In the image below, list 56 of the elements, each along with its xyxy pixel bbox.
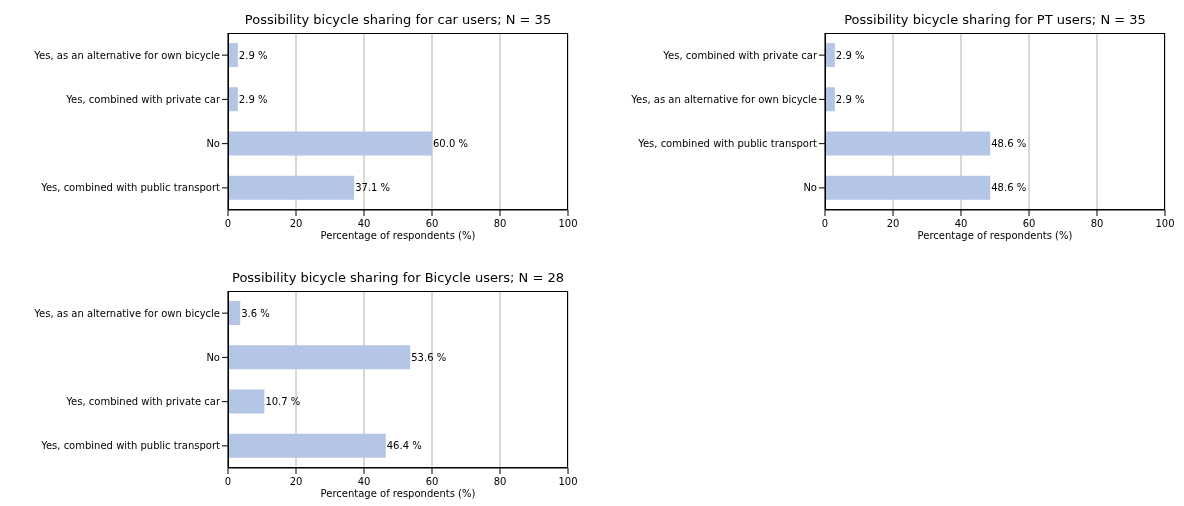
data-label: 53.6 % — [411, 351, 447, 363]
data-label: 2.9 % — [238, 49, 268, 61]
x-tick-label: 0 — [224, 476, 232, 487]
y-tick-label: Yes, combined with private car — [662, 49, 818, 61]
bar — [228, 175, 355, 200]
x-tick-label: 80 — [1090, 218, 1104, 229]
data-label: 46.4 % — [386, 440, 422, 452]
y-tick-label: No — [206, 351, 220, 363]
x-axis-title: Percentage of respondents (%) — [916, 230, 1074, 241]
data-label: 60.0 % — [433, 138, 468, 150]
y-tick-label: Yes, combined with public transport — [637, 138, 818, 150]
chart-title: Possibility bicycle sharing for car users; N = 35 — [243, 12, 553, 27]
x-tick-label: 60 — [425, 476, 439, 487]
data-label: 37.1 % — [355, 182, 391, 194]
x-tick-label: 40 — [954, 218, 968, 229]
data-label: 3.6 % — [241, 307, 270, 319]
x-tick-label: 0 — [821, 218, 829, 229]
y-tick-label: Yes, as an alternative for own bicycle — [630, 93, 817, 105]
data-label: 48.6 % — [991, 182, 1027, 194]
x-tick-label: 100 — [558, 476, 578, 487]
x-tick-label: 40 — [357, 476, 371, 487]
data-label: 10.7 % — [265, 396, 301, 408]
y-tick-label: No — [803, 182, 817, 194]
y-tick-label: No — [206, 138, 220, 150]
chart-title: Possibility bicycle sharing for PT users; N = 35 — [843, 12, 1147, 27]
x-tick-label: 40 — [357, 218, 371, 229]
x-axis-title: Percentage of respondents (%) — [319, 488, 477, 499]
y-tick-label: Yes, combined with public transport — [40, 440, 221, 452]
bar — [228, 87, 238, 112]
x-tick-label: 20 — [289, 476, 303, 487]
x-tick-label: 80 — [493, 476, 507, 487]
y-tick-label: Yes, combined with public transport — [40, 182, 221, 194]
bar — [228, 433, 386, 458]
x-tick-label: 80 — [493, 218, 507, 229]
x-tick-label: 60 — [1022, 218, 1036, 229]
chart-title: Possibility bicycle sharing for Bicycle users; N = 28 — [231, 270, 565, 285]
x-axis-title: Percentage of respondents (%) — [319, 230, 477, 241]
y-tick-label: Yes, as an alternative for own bicycle — [33, 307, 220, 319]
data-label: 2.9 % — [835, 49, 865, 61]
bar — [228, 43, 238, 67]
bar — [228, 389, 265, 414]
y-tick-label: Yes, combined with private car — [65, 93, 221, 105]
data-label: 48.6 % — [991, 138, 1027, 150]
x-tick-label: 100 — [558, 218, 578, 229]
x-tick-label: 0 — [224, 218, 232, 229]
x-tick-label: 20 — [886, 218, 900, 229]
bar — [228, 345, 411, 370]
data-label: 2.9 % — [238, 93, 268, 105]
data-label: 2.9 % — [835, 93, 865, 105]
x-tick-label: 20 — [289, 218, 303, 229]
x-tick-label: 100 — [1155, 218, 1175, 229]
bar — [228, 301, 241, 325]
y-tick-label: Yes, as an alternative for own bicycle — [33, 49, 220, 61]
bar — [228, 131, 432, 156]
x-tick-label: 60 — [425, 218, 439, 229]
y-tick-label: Yes, combined with private car — [65, 396, 221, 408]
